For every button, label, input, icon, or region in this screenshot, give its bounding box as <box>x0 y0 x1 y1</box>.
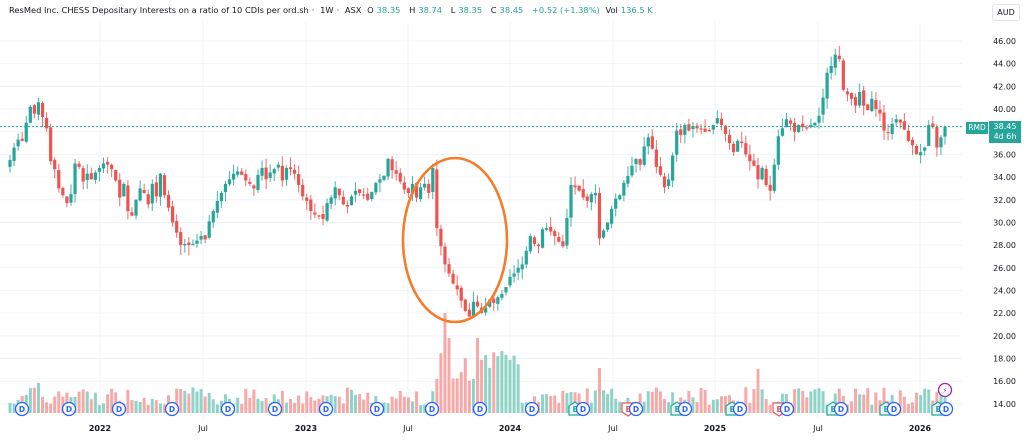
time-tick: 2024 <box>499 424 522 433</box>
price-tick: 26.00 <box>993 264 1016 273</box>
price-tick: 14.00 <box>993 400 1016 409</box>
dividend-marker-icon[interactable]: D <box>164 401 180 417</box>
symbol-title: ResMed Inc. CHESS Depositary Interests o… <box>9 5 309 15</box>
price-tick: 46.00 <box>993 37 1016 46</box>
price-tick: 18.00 <box>993 355 1016 364</box>
svg-text:D: D <box>116 405 122 414</box>
dividend-marker-icon[interactable]: D <box>732 401 748 417</box>
orange-circle-annotation[interactable] <box>401 156 509 324</box>
price-axis[interactable]: 46.0044.0042.0040.0038.0036.0034.0032.00… <box>993 37 1016 409</box>
ohlc-low: L 38.35 <box>450 5 483 15</box>
time-tick: Jul <box>812 424 823 433</box>
dividend-marker-icon[interactable]: D <box>61 401 77 417</box>
volume-readout: Vol 136.5 K <box>605 5 653 15</box>
dividend-marker-icon[interactable]: D <box>472 401 488 417</box>
ohlc-open: O 38.35 <box>367 5 401 15</box>
symbol-legend[interactable]: ResMed Inc. CHESS Depositary Interests o… <box>9 5 659 15</box>
symbol-price-label: RMD <box>966 122 988 134</box>
dividend-marker-icon[interactable]: D <box>424 401 440 417</box>
price-tick: 24.00 <box>993 286 1016 295</box>
last-price-tag: 38.45 4d 6h <box>989 121 1021 143</box>
svg-text:E: E <box>776 405 781 414</box>
time-tick: Jul <box>197 424 208 433</box>
svg-text:D: D <box>580 405 586 414</box>
dividend-marker-icon[interactable]: D <box>779 401 795 417</box>
svg-text:E: E <box>830 405 835 414</box>
price-tick: 34.00 <box>993 173 1016 182</box>
svg-text:⚡: ⚡ <box>942 386 947 395</box>
svg-text:E: E <box>935 405 940 414</box>
svg-text:D: D <box>477 405 483 414</box>
price-tick: 28.00 <box>993 241 1016 250</box>
svg-text:D: D <box>784 405 790 414</box>
grid-lines <box>0 22 962 418</box>
last-price-value: 38.45 <box>993 122 1017 131</box>
svg-text:D: D <box>374 405 380 414</box>
svg-text:D: D <box>225 405 231 414</box>
interval[interactable]: 1W <box>320 5 334 15</box>
currency-button[interactable]: AUD <box>992 4 1020 21</box>
svg-text:D: D <box>633 405 639 414</box>
dividend-marker-icon[interactable]: D <box>220 401 236 417</box>
dividend-marker-icon[interactable]: D <box>575 401 591 417</box>
dividend-marker-icon[interactable]: D <box>318 401 334 417</box>
price-tick: 22.00 <box>993 309 1016 318</box>
dividend-marker-icon[interactable]: D <box>677 401 693 417</box>
event-markers: D D D D D D D D D D D E D E D E D E D E D E D E D E D⚡ <box>14 382 954 417</box>
time-tick: Jul <box>402 424 413 433</box>
time-axis[interactable]: 2022 Jul 2023 Jul 2024 Jul 2025 Jul 2026 <box>89 424 932 433</box>
price-tick: 32.00 <box>993 196 1016 205</box>
price-tick: 42.00 <box>993 82 1016 91</box>
price-tick: 44.00 <box>993 60 1016 69</box>
dividend-marker-icon[interactable]: D <box>14 401 30 417</box>
dividend-marker-icon[interactable]: D <box>938 401 954 417</box>
ohlc-high: H 38.74 <box>409 5 443 15</box>
svg-text:D: D <box>737 405 743 414</box>
time-tick: 2023 <box>295 424 317 433</box>
candlestick-series <box>8 45 947 318</box>
svg-text:E: E <box>572 405 577 414</box>
split-marker-icon[interactable]: ⚡ <box>937 382 953 398</box>
price-change: +0.52 (+1.38%) <box>531 5 600 15</box>
price-tick: 40.00 <box>993 105 1016 114</box>
svg-text:D: D <box>429 405 435 414</box>
dividend-marker-icon[interactable]: D <box>111 401 127 417</box>
time-tick: 2022 <box>89 424 111 433</box>
svg-text:D: D <box>682 405 688 414</box>
price-tick: 36.00 <box>993 150 1016 159</box>
svg-text:D: D <box>529 405 535 414</box>
svg-text:E: E <box>625 405 630 414</box>
svg-text:E: E <box>674 405 679 414</box>
svg-text:D: D <box>272 405 278 414</box>
svg-text:E: E <box>729 405 734 414</box>
svg-text:E: E <box>883 405 888 414</box>
exchange: ASX <box>344 5 362 15</box>
dividend-marker-icon[interactable]: D <box>524 401 540 417</box>
svg-text:D: D <box>838 405 844 414</box>
svg-text:D: D <box>943 405 949 414</box>
svg-text:D: D <box>323 405 329 414</box>
ohlc-close: C 38.45 <box>490 5 524 15</box>
price-tick: 20.00 <box>993 332 1016 341</box>
time-tick: 2026 <box>909 424 932 433</box>
dividend-marker-icon[interactable]: D <box>886 401 902 417</box>
price-tick: 16.00 <box>993 377 1016 386</box>
svg-text:D: D <box>169 405 175 414</box>
dividend-marker-icon[interactable]: D <box>833 401 849 417</box>
dividend-marker-icon[interactable]: D <box>369 401 385 417</box>
dividend-marker-icon[interactable]: D <box>628 401 644 417</box>
dividend-marker-icon[interactable]: D <box>267 401 283 417</box>
svg-text:D: D <box>19 405 25 414</box>
svg-text:D: D <box>891 405 897 414</box>
time-tick: Jul <box>607 424 618 433</box>
svg-text:D: D <box>66 405 72 414</box>
time-tick: 2025 <box>704 424 727 433</box>
price-tick: 30.00 <box>993 218 1016 227</box>
bar-countdown: 4d 6h <box>993 132 1017 141</box>
volume-histogram <box>8 313 947 413</box>
